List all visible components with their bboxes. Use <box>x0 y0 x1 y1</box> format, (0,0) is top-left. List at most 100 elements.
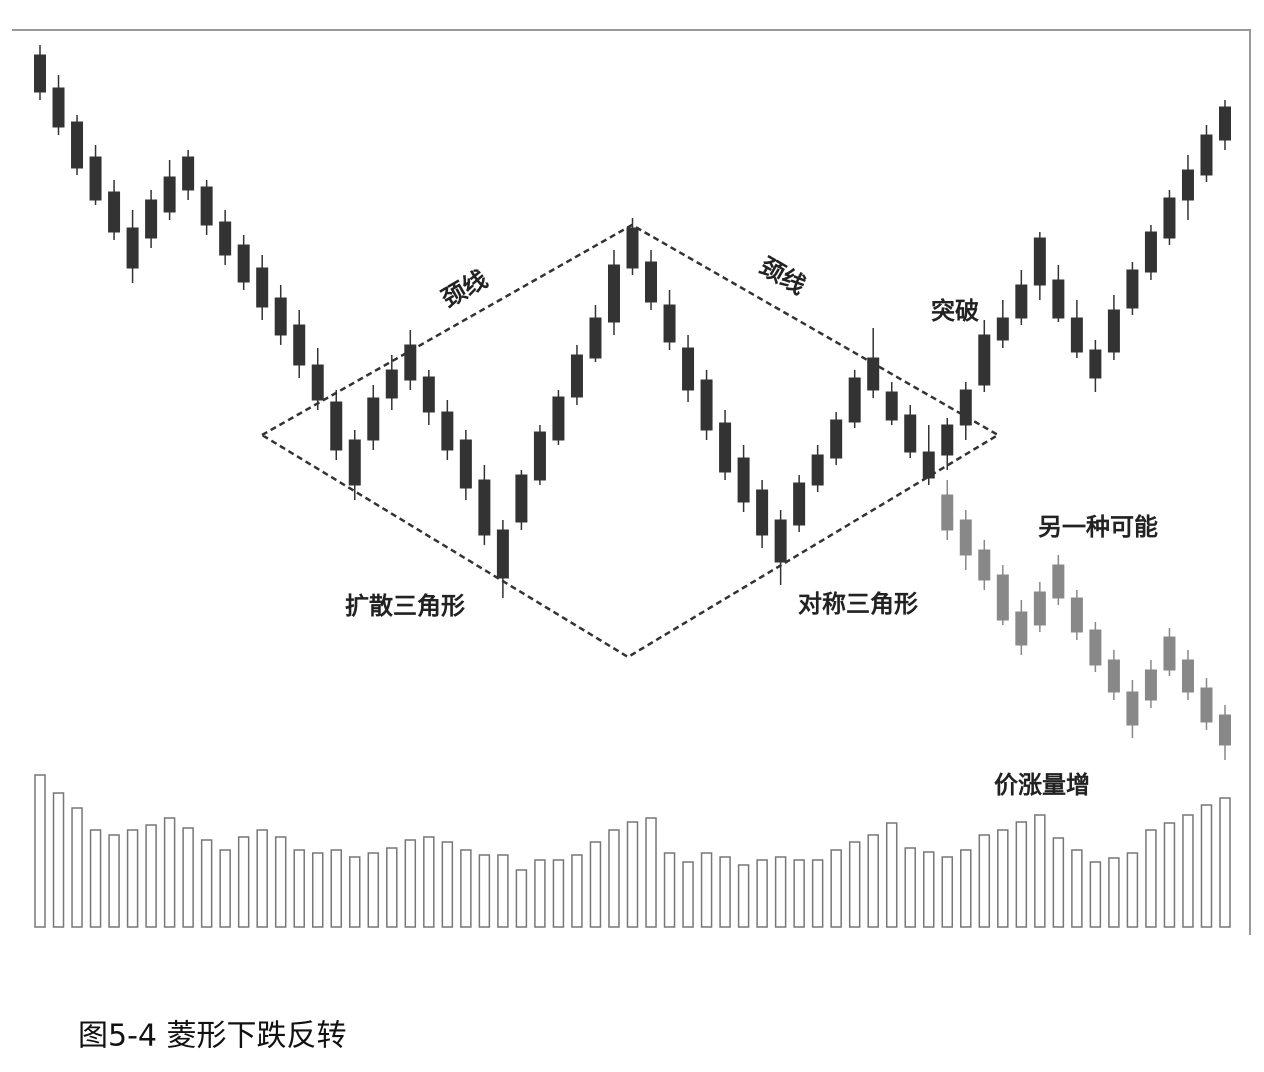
candle-body <box>552 396 565 441</box>
candle-body <box>978 549 991 581</box>
volume-bar <box>719 856 731 928</box>
volume-bar <box>1071 849 1083 928</box>
annotation: 另一种可能 <box>1038 513 1158 541</box>
volume-bar <box>997 829 1009 928</box>
candle-body <box>959 519 972 556</box>
volume-bar <box>811 859 824 928</box>
volume-bar <box>460 849 472 928</box>
candle-body <box>978 334 991 386</box>
candle-body <box>1015 284 1028 319</box>
candle-body <box>941 424 954 456</box>
caption: 图5-4 菱形下跌反转 <box>78 1019 347 1054</box>
candle-body <box>1107 309 1120 353</box>
candle-body <box>200 186 213 226</box>
volume-bar <box>478 854 491 928</box>
candle-body <box>274 297 287 336</box>
candle-body <box>145 199 158 239</box>
candle-body <box>682 347 695 391</box>
volume-bar <box>700 852 713 928</box>
candle-body <box>422 376 435 413</box>
candle-body <box>996 574 1009 621</box>
volume-bar <box>386 847 398 928</box>
volume-bar <box>978 834 991 928</box>
candle-body <box>700 379 713 431</box>
candle-body <box>1070 317 1083 353</box>
annotation: 对称三角形 <box>798 590 918 618</box>
candle-body <box>404 344 417 381</box>
volume-bar <box>682 861 694 928</box>
candle-body <box>89 156 102 201</box>
volume-bar <box>163 817 176 928</box>
volume-bar <box>497 854 509 928</box>
candle-body <box>996 317 1009 341</box>
candle-body <box>459 439 472 489</box>
volume-bar <box>608 829 620 928</box>
candle-body <box>922 451 935 479</box>
annotation: 价涨量增 <box>994 771 1090 799</box>
candle-body <box>71 121 84 169</box>
candle-body <box>645 261 658 303</box>
candle-body <box>756 489 769 536</box>
candle-body <box>719 422 732 473</box>
volume-bar <box>1015 821 1028 928</box>
volume-bar <box>52 792 65 928</box>
candle-body <box>1181 169 1194 201</box>
candle-body <box>1163 197 1176 239</box>
candle-body <box>867 357 880 391</box>
candle-body <box>1219 714 1231 746</box>
volume-bar <box>756 859 768 928</box>
volume-bar <box>1126 852 1139 928</box>
annotation: 突破 <box>931 297 979 325</box>
candle-body <box>182 156 195 191</box>
volume-bar <box>904 847 916 928</box>
volume-bar <box>941 856 954 928</box>
candle-body <box>1126 269 1139 309</box>
candle-body <box>496 529 509 579</box>
candle-body <box>626 227 639 269</box>
volume-bar <box>1034 814 1046 928</box>
annotation: 扩散三角形 <box>345 592 465 620</box>
volume-bar <box>293 849 305 928</box>
volume-bar <box>34 774 46 928</box>
candle-body <box>830 419 843 459</box>
volume-bar <box>1089 861 1102 928</box>
candle-body <box>1163 636 1176 671</box>
candle-body <box>885 391 898 421</box>
volume-bar <box>1200 804 1213 928</box>
volume-bar <box>311 852 324 928</box>
candle-body <box>959 389 972 426</box>
candle-body <box>1144 669 1157 701</box>
candle-body <box>163 176 176 213</box>
volume-bar <box>571 854 583 928</box>
volume-bar <box>367 852 380 928</box>
volume-bar <box>441 841 454 928</box>
volume-bar <box>589 841 602 928</box>
candle-body <box>52 87 65 128</box>
candle-body <box>1070 597 1083 633</box>
volume-bar <box>960 849 972 928</box>
volume-bar <box>182 827 194 928</box>
volume-bar <box>774 856 787 928</box>
candle-body <box>293 324 306 366</box>
candle-body <box>570 354 583 398</box>
volume-bar <box>534 859 546 928</box>
volume-bar <box>349 856 361 928</box>
volume-bar <box>71 807 83 928</box>
candle-body <box>515 474 528 523</box>
candle-body <box>1089 349 1102 379</box>
volume-bar <box>645 817 657 928</box>
candle-body <box>1089 629 1102 666</box>
volume-bar <box>1145 829 1157 928</box>
candle-body <box>1219 106 1231 141</box>
volume-bar <box>1052 837 1065 928</box>
candle-body <box>1200 687 1213 723</box>
candle-body <box>330 401 343 451</box>
annotation: 颈线 <box>755 252 811 300</box>
candle-body <box>1015 611 1028 646</box>
candle-body <box>1181 659 1194 693</box>
diamond-outline <box>259 223 1001 659</box>
volume-bar <box>663 852 676 928</box>
candle-body <box>793 482 806 526</box>
candle-body <box>1107 659 1120 693</box>
volume-bar <box>1163 822 1176 928</box>
